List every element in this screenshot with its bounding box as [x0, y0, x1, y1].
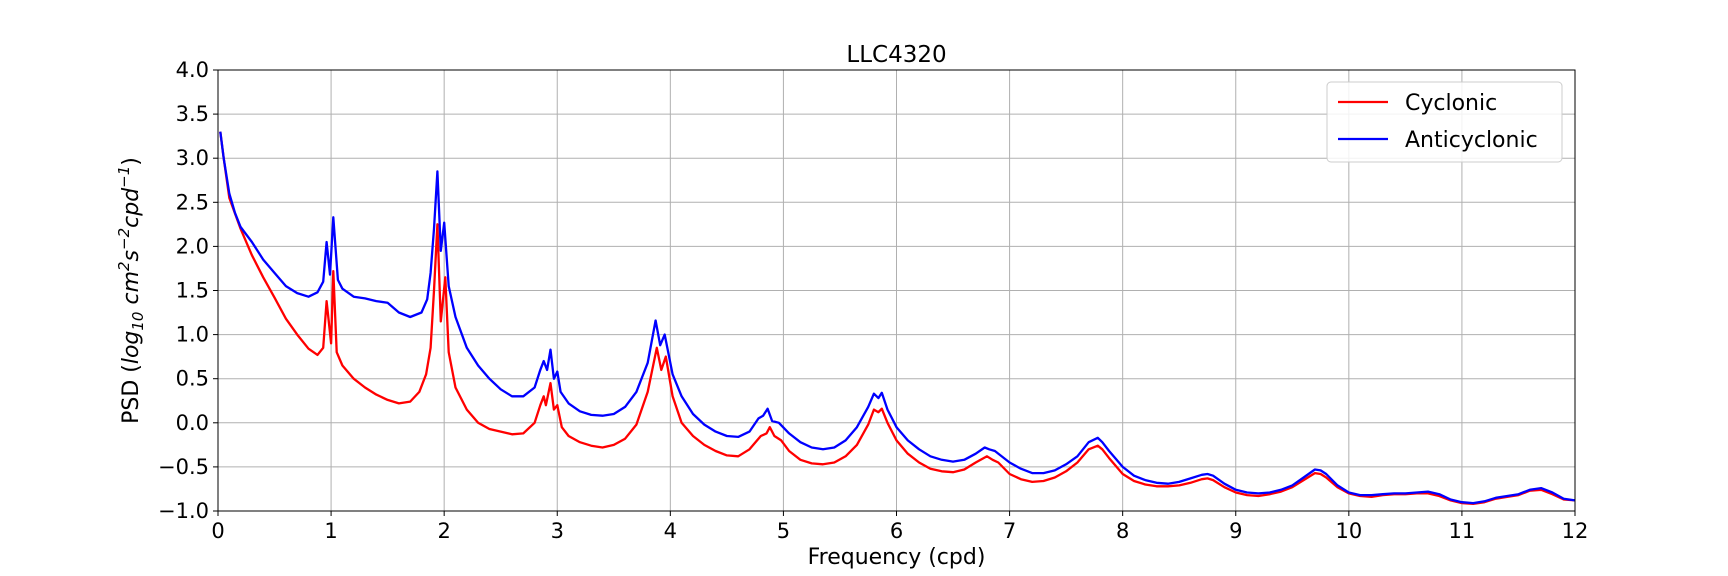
y-tick-label: 2.5 [176, 190, 209, 214]
series-line-anticyclonic [219, 131, 1576, 505]
x-tick-label: 4 [664, 519, 677, 543]
x-tick-label: 1 [324, 519, 337, 543]
x-tick-label: 10 [1335, 519, 1362, 543]
legend: Cyclonic Anticyclonic [1326, 81, 1563, 163]
y-tick-label: 4.0 [176, 58, 209, 82]
y-tick-labels: −1.0 −0.5 0.0 0.5 1.0 1.5 2.0 2.5 3.0 3.5 4.0 [158, 58, 209, 523]
y-tick-label: 1.0 [176, 323, 209, 347]
y-tick-label: 2.0 [176, 234, 209, 258]
y-axis-title-base-sub: 10 [129, 312, 147, 331]
y-axis-title-unit3: cpd [119, 187, 144, 228]
y-axis-title-sup2: −2 [115, 228, 133, 250]
y-axis-title-suffix: ) [119, 157, 144, 166]
x-tick-label: 7 [1003, 519, 1016, 543]
y-tick-label: 0.0 [176, 411, 209, 435]
x-tick-labels: 0 1 2 3 4 5 6 7 8 9 10 11 12 [211, 519, 1588, 543]
x-axis-title: Frequency (cpd) [808, 545, 986, 570]
x-tick-label: 8 [1116, 519, 1129, 543]
y-axis-title-sup3: −1 [115, 166, 133, 188]
x-tick-label: 6 [890, 519, 903, 543]
y-axis-title: PSD (log10 cm2s−2cpd−1) [115, 157, 147, 424]
y-axis-title-prefix: PSD ( [119, 364, 144, 424]
chart-title: LLC4320 [846, 42, 946, 68]
y-tick-label: −1.0 [158, 499, 209, 523]
y-tick-label: 0.5 [176, 367, 209, 391]
y-tick-label: 3.0 [176, 146, 209, 170]
y-axis-title-sup1: 2 [115, 261, 133, 271]
series-group [219, 131, 1576, 506]
y-tick-label: 1.5 [176, 279, 209, 303]
x-tick-label: 3 [551, 519, 564, 543]
axis-ticks [213, 69, 1576, 516]
series-line-cyclonic [219, 131, 1576, 506]
x-tick-label: 11 [1449, 519, 1476, 543]
x-tick-label: 2 [437, 519, 450, 543]
x-tick-label: 5 [777, 519, 790, 543]
x-tick-label: 9 [1229, 519, 1242, 543]
y-tick-label: −0.5 [158, 455, 209, 479]
x-tick-label: 0 [211, 519, 224, 543]
x-tick-label: 12 [1562, 519, 1589, 543]
y-axis-title-unit1: cm [119, 271, 144, 312]
y-tick-label: 3.5 [176, 102, 209, 126]
y-axis-title-unit2: s [119, 250, 144, 261]
legend-label-anticyclonic: Anticyclonic [1405, 128, 1538, 153]
legend-label-cyclonic: Cyclonic [1405, 91, 1497, 116]
y-axis-title-base: log [119, 331, 144, 365]
